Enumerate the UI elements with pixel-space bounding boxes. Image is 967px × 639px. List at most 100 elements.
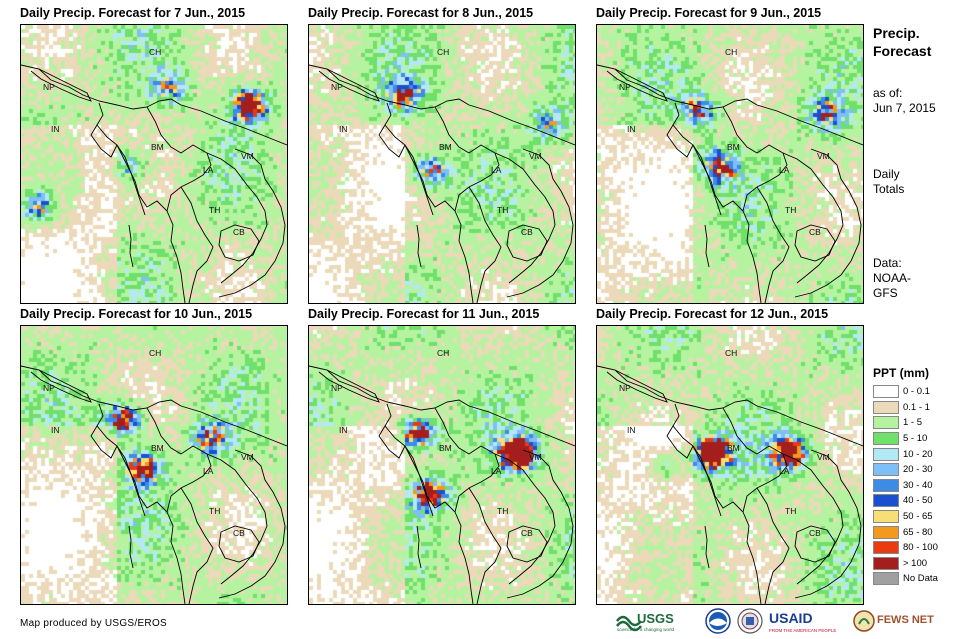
precip-map: NP CH IN BM LA VM TH CB [20, 325, 288, 605]
legend-row: 80 - 100 [873, 540, 938, 556]
precip-map: NP CH IN BM LA VM TH CB [308, 325, 576, 605]
doe-seal-logo [737, 607, 763, 635]
country-label: LA [203, 165, 214, 175]
fewsnet-logo: FEWS NET [853, 607, 934, 635]
legend-label: 1 - 5 [903, 417, 923, 429]
legend-row: 20 - 30 [873, 462, 938, 478]
country-label: IN [51, 124, 60, 134]
country-label: CB [521, 227, 533, 237]
legend-row: 40 - 50 [873, 493, 938, 509]
precip-map: NP CH IN BM LA VM TH CB [308, 24, 576, 304]
fewsnet-wordmark: FEWS NET [877, 614, 934, 626]
country-label: CB [809, 528, 821, 538]
legend-label: 30 - 40 [903, 479, 933, 491]
legend-label: 20 - 30 [903, 464, 933, 476]
country-boundaries [597, 365, 863, 604]
country-label: IN [51, 425, 60, 435]
country-label: TH [785, 205, 797, 215]
country-label: NP [619, 383, 631, 393]
country-label: CB [809, 227, 821, 237]
map-credit: Map produced by USGS/EROS [20, 618, 168, 629]
country-label: IN [339, 425, 348, 435]
legend-swatch [873, 572, 899, 586]
legend-row: 10 - 20 [873, 446, 938, 462]
panel-title: Daily Precip. Forecast for 11 Jun., 2015 [308, 307, 540, 321]
country-label: TH [497, 205, 509, 215]
panel-title: Daily Precip. Forecast for 9 Jun., 2015 [596, 6, 822, 20]
panel-title: Daily Precip. Forecast for 7 Jun., 2015 [20, 6, 246, 20]
legend-row: 30 - 40 [873, 478, 938, 494]
usgs-tagline: science for a changing world [617, 627, 675, 632]
legend-swatch [873, 385, 899, 399]
country-boundaries [21, 64, 287, 303]
as-of-date: as of: Jun 7, 2015 [873, 86, 936, 116]
country-label: LA [779, 466, 790, 476]
precip-map: NP CH IN BM LA VM TH CB [596, 24, 864, 304]
legend-row: 0 - 0.1 [873, 384, 938, 400]
data-source: Data: NOAA- GFS [873, 256, 911, 301]
data-line2: NOAA- [873, 271, 912, 285]
country-label: NP [43, 82, 55, 92]
legend-label: 0.1 - 1 [903, 401, 930, 413]
country-label: BM [151, 443, 164, 453]
forecast-panel: Daily Precip. Forecast for 12 Jun., 2015… [596, 307, 864, 605]
legend-row: 5 - 10 [873, 431, 938, 447]
legend-label: 10 - 20 [903, 448, 933, 460]
country-label: TH [209, 205, 221, 215]
country-label: VM [529, 452, 542, 462]
country-label: LA [779, 165, 790, 175]
precip-raster [309, 326, 575, 604]
country-label: CB [233, 528, 245, 538]
country-label: LA [491, 165, 502, 175]
legend-row: 0.1 - 1 [873, 400, 938, 416]
legend-swatch [873, 463, 899, 477]
panel-title: Daily Precip. Forecast for 12 Jun., 2015 [596, 307, 829, 321]
usgs-wordmark: USGS [637, 611, 674, 626]
legend-label: 50 - 65 [903, 511, 933, 523]
legend-swatch [873, 494, 899, 508]
country-label: BM [439, 142, 452, 152]
country-label: TH [209, 506, 221, 516]
country-label: VM [817, 452, 830, 462]
usaid-logo: USAID FROM THE AMERICAN PEOPLE [769, 607, 847, 635]
country-label: NP [331, 383, 343, 393]
asof-line2: Jun 7, 2015 [873, 101, 936, 115]
precip-raster [309, 25, 575, 303]
agency-logos: USGS science for a changing world USAID … [615, 606, 939, 636]
country-label: TH [785, 506, 797, 516]
country-label: TH [497, 506, 509, 516]
country-label: VM [817, 151, 830, 161]
country-boundaries [597, 64, 863, 303]
legend-swatch [873, 447, 899, 461]
noaa-logo [705, 607, 731, 635]
daily-totals-note: Daily Totals [873, 167, 904, 197]
country-label: LA [203, 466, 214, 476]
legend-label: 40 - 50 [903, 495, 933, 507]
legend-swatch [873, 556, 899, 570]
legend-swatch [873, 400, 899, 414]
country-label: IN [627, 425, 636, 435]
precip-map: NP CH IN BM LA VM TH CB [596, 325, 864, 605]
country-label: NP [331, 82, 343, 92]
panel-title: Daily Precip. Forecast for 10 Jun., 2015 [20, 307, 253, 321]
legend-row: No Data [873, 571, 938, 587]
legend-label: 0 - 0.1 [903, 386, 930, 398]
precip-map: NP CH IN BM LA VM TH CB [20, 24, 288, 304]
legend-swatch [873, 541, 899, 555]
precip-raster [597, 25, 863, 303]
forecast-panel: Daily Precip. Forecast for 7 Jun., 2015 N… [20, 6, 288, 304]
precip-raster [21, 25, 287, 303]
country-label: BM [439, 443, 452, 453]
legend-label: 80 - 100 [903, 542, 938, 554]
country-label: BM [151, 142, 164, 152]
precip-raster [597, 326, 863, 604]
country-label: VM [529, 151, 542, 161]
precip-legend: PPT (mm) 0 - 0.1 0.1 - 1 1 - 5 5 - 10 10 - 2… [873, 366, 938, 587]
heading-line1: Precip. [873, 25, 920, 41]
country-label: CH [725, 348, 738, 358]
country-label: VM [241, 452, 254, 462]
legend-label: No Data [903, 573, 938, 585]
usgs-logo: USGS science for a changing world [615, 607, 699, 635]
usaid-wordmark: USAID [769, 610, 813, 626]
legend-title: PPT (mm) [873, 366, 930, 380]
